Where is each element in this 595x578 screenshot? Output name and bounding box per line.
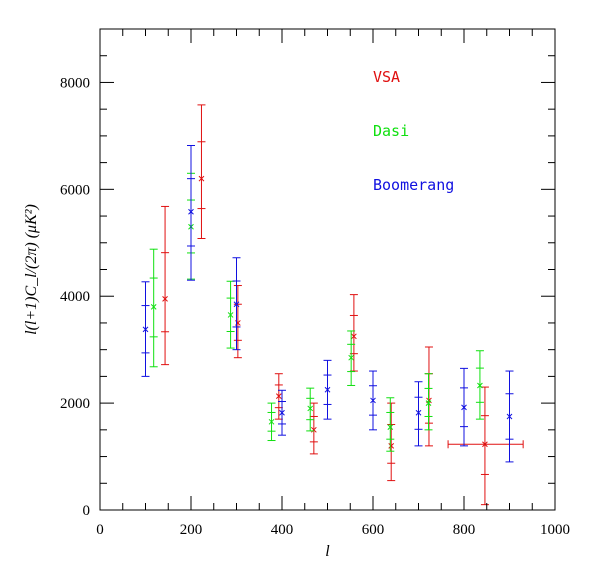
point-marker	[388, 443, 395, 449]
x-tick-label: 200	[180, 522, 203, 538]
data-point	[386, 397, 395, 452]
point-marker	[461, 404, 467, 411]
data-point	[387, 402, 396, 482]
data-point	[232, 257, 241, 351]
axes: 0 200 400 600 800 1000 0 2000 4000 6000 8000 l l(l+1…	[23, 28, 570, 560]
series-vsa	[161, 104, 524, 506]
point-marker	[425, 400, 432, 406]
x-tick-label: 0	[96, 522, 104, 538]
point-marker	[324, 386, 331, 393]
data-point	[278, 389, 286, 436]
data-point	[505, 370, 514, 463]
point-marker	[477, 382, 483, 389]
data-point	[149, 248, 158, 368]
point-marker	[482, 441, 488, 448]
x-axis-title: l	[325, 543, 330, 560]
plot-frame	[99, 28, 556, 511]
legend: VSA Dasi Boomerang	[373, 68, 454, 194]
x-tick-label: 800	[453, 522, 476, 538]
data-point	[460, 367, 468, 447]
series-dasi	[149, 172, 484, 452]
point-marker	[387, 424, 394, 431]
plot-area	[141, 104, 524, 506]
y-tick-label: 0	[83, 503, 91, 519]
data-point	[424, 373, 433, 431]
data-point	[197, 104, 206, 240]
y-tick-label: 2000	[60, 396, 90, 412]
data-point	[161, 205, 170, 366]
legend-entry-dasi: Dasi	[373, 122, 409, 140]
y-axis-title: l(l+1)C_l/(2π) (μK²)	[23, 204, 40, 335]
y-tick-label: 6000	[60, 182, 90, 198]
point-marker	[415, 409, 422, 416]
point-marker	[233, 301, 240, 308]
point-marker	[188, 208, 194, 215]
data-point	[349, 294, 358, 372]
data-point	[141, 281, 150, 377]
point-marker	[227, 312, 234, 318]
data-point	[187, 145, 195, 281]
data-point	[309, 402, 318, 455]
point-marker	[310, 426, 317, 433]
y-tick-label: 4000	[60, 289, 90, 305]
data-point	[447, 386, 524, 506]
point-marker	[275, 393, 282, 400]
point-marker	[370, 397, 376, 404]
legend-entry-vsa: VSA	[373, 68, 400, 86]
y-tick-label: 8000	[60, 75, 90, 91]
x-tick-label: 400	[271, 522, 294, 538]
point-marker	[506, 413, 513, 420]
data-point	[475, 350, 484, 420]
point-marker	[348, 354, 355, 361]
data-point	[274, 373, 283, 420]
data-point	[323, 359, 332, 420]
data-point	[347, 330, 356, 386]
data-point	[369, 370, 377, 431]
data-point	[233, 285, 242, 359]
point-marker	[307, 405, 314, 412]
point-marker	[162, 296, 168, 302]
point-marker	[198, 175, 205, 182]
data-point	[306, 387, 315, 432]
point-marker	[279, 409, 285, 416]
point-marker	[351, 333, 357, 340]
point-marker	[150, 304, 157, 310]
point-marker	[268, 418, 275, 425]
data-point	[414, 381, 423, 447]
data-point	[267, 402, 276, 442]
point-marker	[142, 326, 149, 333]
series-boomerang	[141, 145, 514, 463]
data-point	[226, 280, 235, 349]
x-tick-label: 1000	[540, 522, 570, 538]
legend-entry-boomerang: Boomerang	[373, 176, 454, 194]
x-tick-label: 600	[362, 522, 385, 538]
